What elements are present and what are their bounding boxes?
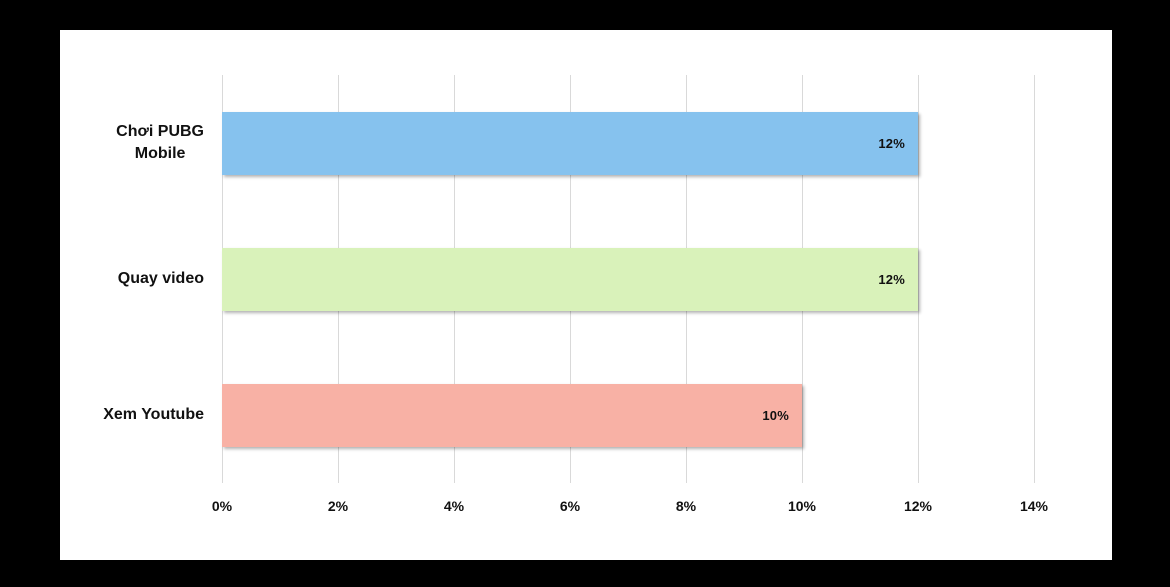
x-tick-label: 8% (675, 498, 697, 514)
category-label: Xem Youtube (103, 406, 204, 423)
chart-area: 12% 12% 10% Chơi PUBG Mobile Quay video Xem … (60, 30, 1112, 560)
bar-value-label: 10% (762, 407, 789, 423)
bar-value-label: 12% (878, 271, 905, 287)
x-tick-label: 6% (559, 498, 581, 514)
x-tick-label: 0% (211, 498, 233, 514)
category-label: Quay video (117, 270, 204, 287)
gridline (1033, 75, 1035, 483)
x-tick-label: 2% (327, 498, 349, 514)
x-tick-label: 14% (1019, 498, 1049, 514)
bar: 12% (222, 111, 918, 175)
category-label: Chơi PUBG Mobile (116, 123, 204, 162)
bar-value-label: 12% (878, 135, 905, 151)
bar: 10% (222, 383, 802, 447)
x-tick-label: 10% (787, 498, 817, 514)
x-tick-label: 4% (443, 498, 465, 514)
gridline (917, 75, 919, 483)
x-tick-label: 12% (903, 498, 933, 514)
bar: 12% (222, 247, 918, 311)
